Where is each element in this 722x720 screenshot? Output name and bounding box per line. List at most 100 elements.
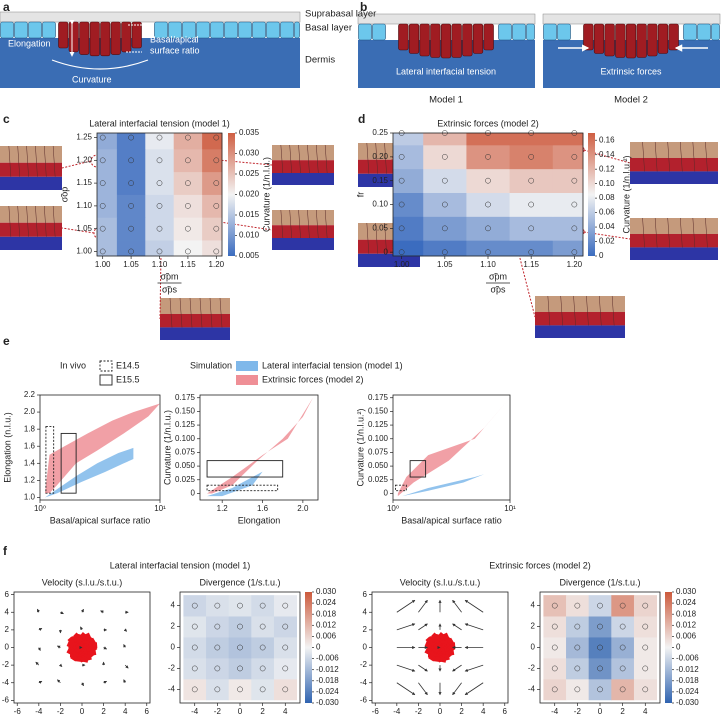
heat-cell xyxy=(633,657,658,680)
sample-point xyxy=(99,180,106,186)
sample-point xyxy=(99,203,106,209)
inset-cell-edge xyxy=(654,141,658,172)
sample-point xyxy=(571,153,578,160)
range-area xyxy=(207,397,313,494)
inset-mid xyxy=(160,313,230,328)
velocity-arrow xyxy=(452,599,462,613)
inset-top xyxy=(535,296,625,312)
y-tick-label: 0.25 xyxy=(372,128,388,137)
heat-cell xyxy=(116,171,146,195)
y-tick-label: -4 xyxy=(168,684,176,693)
velocity-arrow xyxy=(464,623,484,631)
sample-point xyxy=(282,665,289,672)
feature-label: Curvature xyxy=(72,74,112,84)
legend-title: In vivo xyxy=(60,360,86,370)
panel-label: a xyxy=(3,0,10,14)
x-axis-label: σ̃pm xyxy=(489,271,507,281)
placode-cell xyxy=(58,21,69,49)
heat-cell xyxy=(206,657,230,680)
basal-cell xyxy=(182,21,196,39)
inset-top xyxy=(630,218,718,234)
legend-label: E14.5 xyxy=(116,360,140,370)
sample-point xyxy=(128,180,134,186)
inset-bot xyxy=(272,173,334,185)
heat-cell xyxy=(145,133,175,150)
colorbar-tick-label: 0.005 xyxy=(239,251,260,260)
sample-point xyxy=(619,623,626,630)
inset-cell-edge xyxy=(44,145,47,177)
inset-cell-edge xyxy=(692,141,696,172)
heat-cell xyxy=(509,192,554,217)
basal-cell xyxy=(210,21,224,39)
heat-cell xyxy=(423,144,467,170)
x-tick-label: 4 xyxy=(643,707,648,716)
heat-cell xyxy=(466,168,510,193)
inset-top xyxy=(0,146,62,163)
basal-cell xyxy=(252,21,266,39)
chart-title: Extrinsic forces (model 2) xyxy=(437,118,539,128)
heat-cell xyxy=(611,657,635,680)
inset-bot xyxy=(0,176,62,190)
colorbar-tick-label: 0.030 xyxy=(239,149,260,158)
plot-frame xyxy=(539,591,661,704)
heat-cell xyxy=(423,133,467,146)
basal-cell xyxy=(498,23,512,41)
velocity-arrow xyxy=(38,628,43,632)
colorbar-tick-label: 0.030 xyxy=(316,587,337,596)
inset-mid xyxy=(272,160,334,173)
cell-blob xyxy=(428,653,436,662)
colorbar-tick-label: 0.018 xyxy=(316,609,337,618)
x-tick-label: 1.05 xyxy=(437,260,453,269)
heat-cell xyxy=(145,240,175,257)
basal-cell xyxy=(358,23,372,41)
colorbar-tick-label: 0.024 xyxy=(316,598,337,607)
sample-point xyxy=(619,602,626,609)
y-tick-label: 4 xyxy=(171,601,176,610)
heat-cell xyxy=(566,678,590,701)
y-tick-label: 0.025 xyxy=(368,475,389,484)
velocity-arrow xyxy=(57,679,61,684)
heat-cell xyxy=(509,168,554,193)
inset-mid xyxy=(0,222,62,237)
inset-bot xyxy=(630,247,718,260)
sample-point xyxy=(191,602,198,609)
placode-cell xyxy=(483,23,494,51)
heat-cell xyxy=(552,144,584,170)
x-tick-label: 1.20 xyxy=(209,260,225,269)
inset-mid xyxy=(630,157,718,172)
legend-label: Lateral interfacial tension (model 1) xyxy=(262,360,403,370)
inset-cell-edge xyxy=(52,145,56,177)
heat-cell xyxy=(611,678,635,701)
colorbar-tick-label: 0.04 xyxy=(599,222,615,231)
x-axis-label: σ̃pm xyxy=(160,271,178,281)
sample-point xyxy=(574,623,581,630)
sample-point xyxy=(398,153,405,160)
y-tick-label: -4 xyxy=(2,678,10,687)
x-tick-label: -4 xyxy=(35,707,43,716)
inset-cell-edge xyxy=(35,145,38,177)
heat-cell xyxy=(393,216,424,241)
x-tick-label: 2.0 xyxy=(297,504,309,513)
sample-point xyxy=(398,177,405,184)
layer-label: Dermis xyxy=(305,55,335,66)
heat-cell xyxy=(273,678,298,701)
y-tick-label: 0.075 xyxy=(368,448,389,457)
y-axis-label: fr xyxy=(355,192,365,198)
sample-point xyxy=(191,623,198,630)
cell-blob xyxy=(81,656,89,663)
legend-label: E15.5 xyxy=(116,374,140,384)
heat-cell xyxy=(202,240,223,257)
model-force: Lateral interfacial tension xyxy=(396,66,496,76)
heat-cell xyxy=(393,168,424,193)
y-tick-label: 0.150 xyxy=(175,407,196,416)
sample-point xyxy=(185,248,191,255)
x-tick-label: 6 xyxy=(145,707,150,716)
curvature-arc xyxy=(51,59,149,70)
in-vivo-box xyxy=(45,426,55,494)
basal-cell xyxy=(196,21,210,39)
y-tick-label: 1.00 xyxy=(76,247,92,256)
sample-point xyxy=(259,665,266,672)
heat-cell xyxy=(206,616,230,638)
sample-point xyxy=(214,644,221,651)
sample-point xyxy=(597,644,603,651)
